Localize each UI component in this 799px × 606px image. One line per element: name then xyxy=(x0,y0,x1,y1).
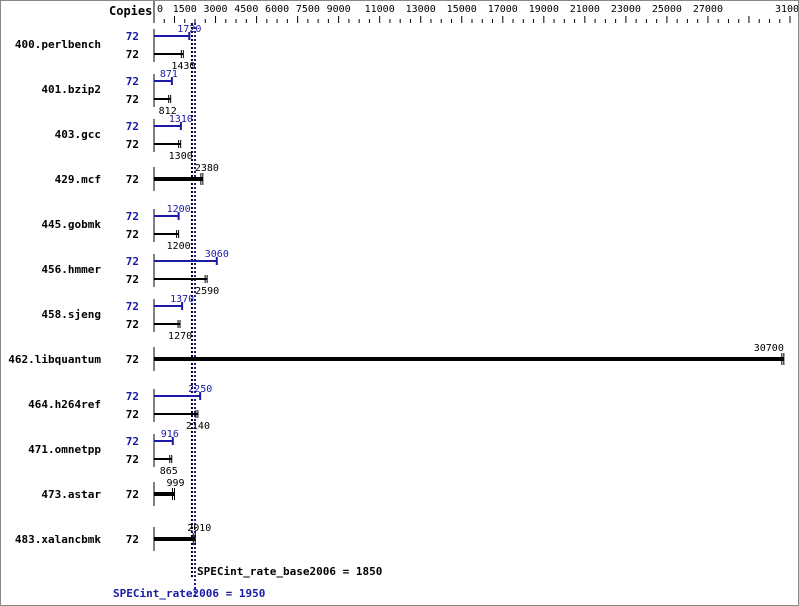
peak-value-label: 1200 xyxy=(167,204,191,215)
peak-copies: 72 xyxy=(126,30,139,43)
peak-value-label: 871 xyxy=(160,69,178,80)
base-value-label: 865 xyxy=(160,466,178,477)
base-copies: 72 xyxy=(126,453,139,466)
tick-label: 3000 xyxy=(204,4,228,15)
peak-value-label: 3060 xyxy=(205,249,229,260)
base-copies: 72 xyxy=(126,488,139,501)
benchmark-label: 445.gobmk xyxy=(41,218,101,231)
base-value-label: 30700 xyxy=(754,343,784,354)
tick-label: 23000 xyxy=(611,4,641,15)
tick-label: 25000 xyxy=(652,4,682,15)
base-value-label: 2010 xyxy=(187,523,211,534)
base-value-label: 812 xyxy=(159,106,177,117)
base-copies: 72 xyxy=(126,408,139,421)
base-value-label: 2140 xyxy=(186,421,210,432)
copies-header: Copies xyxy=(109,4,152,18)
benchmark-label: 462.libquantum xyxy=(8,353,101,366)
tick-label: 4500 xyxy=(234,4,258,15)
peak-value-label: 2250 xyxy=(188,384,212,395)
base-copies: 72 xyxy=(126,353,139,366)
base-copies: 72 xyxy=(126,318,139,331)
benchmark-label: 456.hmmer xyxy=(41,263,101,276)
tick-label: 15000 xyxy=(447,4,477,15)
peak-copies: 72 xyxy=(126,75,139,88)
peak-value-label: 1720 xyxy=(177,24,201,35)
tick-label: 31000 xyxy=(775,4,798,15)
benchmark-label: 458.sjeng xyxy=(41,308,101,321)
base-value-label: 999 xyxy=(166,478,184,489)
benchmark-label: 403.gcc xyxy=(55,128,101,141)
benchmark-label: 473.astar xyxy=(41,488,101,501)
base-copies: 72 xyxy=(126,273,139,286)
peak-copies: 72 xyxy=(126,390,139,403)
base-value-label: 1270 xyxy=(168,331,192,342)
tick-label: 6000 xyxy=(265,4,289,15)
tick-label: 19000 xyxy=(529,4,559,15)
peak-copies: 72 xyxy=(126,435,139,448)
base-summary-label: SPECint_rate_base2006 = 1850 xyxy=(197,565,382,578)
benchmark-label: 483.xalancbmk xyxy=(15,533,101,546)
tick-label: 7500 xyxy=(296,4,320,15)
peak-copies: 72 xyxy=(126,210,139,223)
tick-label: 1500 xyxy=(173,4,197,15)
peak-value-label: 916 xyxy=(161,429,179,440)
base-value-label: 1200 xyxy=(167,241,191,252)
base-copies: 72 xyxy=(126,48,139,61)
benchmark-label: 401.bzip2 xyxy=(41,83,101,96)
base-copies: 72 xyxy=(126,138,139,151)
tick-label: 0 xyxy=(157,4,163,15)
benchmark-label: 429.mcf xyxy=(55,173,101,186)
peak-copies: 72 xyxy=(126,300,139,313)
peak-copies: 72 xyxy=(126,120,139,133)
peak-value-label: 1310 xyxy=(169,114,193,125)
peak-copies: 72 xyxy=(126,255,139,268)
tick-label: 21000 xyxy=(570,4,600,15)
base-copies: 72 xyxy=(126,533,139,546)
tick-label: 27000 xyxy=(693,4,723,15)
peak-summary-label: SPECint_rate2006 = 1950 xyxy=(113,587,265,600)
tick-label: 13000 xyxy=(406,4,436,15)
benchmark-label: 471.omnetpp xyxy=(28,443,101,456)
base-copies: 72 xyxy=(126,93,139,106)
base-copies: 72 xyxy=(126,173,139,186)
base-value-label: 1430 xyxy=(171,61,195,72)
base-value-label: 2590 xyxy=(195,286,219,297)
tick-label: 9000 xyxy=(327,4,351,15)
tick-label: 11000 xyxy=(365,4,395,15)
benchmark-label: 464.h264ref xyxy=(28,398,101,411)
base-value-label: 1300 xyxy=(169,151,193,162)
base-value-label: 2380 xyxy=(195,163,219,174)
tick-label: 17000 xyxy=(488,4,518,15)
benchmark-label: 400.perlbench xyxy=(15,38,101,51)
base-copies: 72 xyxy=(126,228,139,241)
peak-value-label: 1370 xyxy=(170,294,194,305)
